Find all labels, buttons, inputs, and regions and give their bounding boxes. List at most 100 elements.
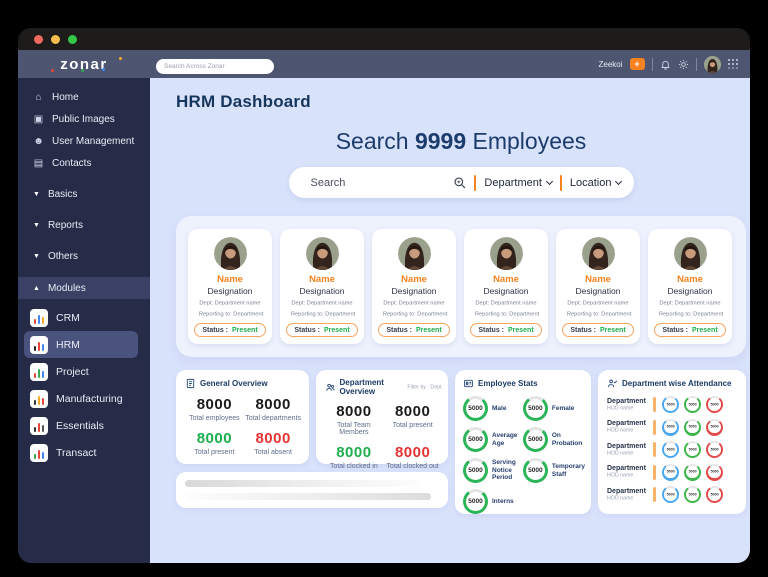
- employee-stat-item: 5000 Temporary Staff: [522, 458, 585, 483]
- module-label: HRM: [56, 338, 80, 351]
- divider: [653, 419, 656, 435]
- attendance-hod: HOD name: [607, 427, 634, 434]
- status-label: Status :: [202, 326, 228, 334]
- gear-icon[interactable]: [678, 59, 689, 70]
- department-filter-dropdown[interactable]: Department: [484, 177, 553, 189]
- status-badge: Status : Present: [654, 323, 726, 337]
- attendance-ring: 5000: [684, 441, 701, 458]
- overview-stat: 8000 Total present: [185, 431, 244, 456]
- overview-stat: 8000 Total Team Members: [325, 404, 384, 436]
- employee-search-input[interactable]: [310, 176, 453, 189]
- location-filter-dropdown[interactable]: Location: [570, 177, 623, 189]
- employee-designation: Designation: [575, 286, 621, 296]
- skeleton-bar: [185, 480, 419, 487]
- global-search: [156, 55, 274, 74]
- filter-note[interactable]: Filter by : Dept: [407, 384, 442, 390]
- attendance-rings: 5000 5000 5000: [662, 441, 723, 458]
- stat-label: Total clocked in: [329, 463, 378, 470]
- status-label: Status :: [570, 326, 596, 334]
- stat-label: Total present: [392, 422, 433, 429]
- attendance-panel: Department wise Attendance Department HO…: [598, 370, 746, 514]
- people-icon: [325, 383, 335, 391]
- employee-card[interactable]: Name Designation Dept: Department name R…: [648, 229, 732, 344]
- divider: [653, 487, 656, 502]
- sidebar-module-transact[interactable]: Transact: [24, 439, 138, 466]
- attendance-ring: 5000: [706, 396, 723, 413]
- contacts-icon: ▤: [33, 157, 44, 169]
- sidebar-module-hrm[interactable]: HRM: [24, 331, 138, 358]
- module-label: Transact: [56, 446, 97, 459]
- apps-grid-icon[interactable]: [727, 58, 738, 70]
- sidebar-item-contacts[interactable]: ▤ Contacts: [18, 152, 150, 174]
- attendance-hod: HOD name: [607, 405, 634, 411]
- progress-ring: 5000: [463, 458, 488, 483]
- employee-dept: Dept: Department name: [199, 300, 261, 307]
- stat-label: Total employees: [189, 415, 240, 422]
- sidebar-module-crm[interactable]: CRM: [24, 304, 138, 331]
- employee-avatar: [489, 237, 523, 270]
- attendance-department: Department: [607, 465, 646, 472]
- sidebar-module-project[interactable]: Project: [24, 358, 138, 385]
- bell-icon[interactable]: [660, 59, 671, 70]
- home-icon: ⌂: [35, 91, 42, 103]
- attendance-ring: 5000: [684, 396, 701, 413]
- employee-name: Name: [493, 274, 519, 285]
- employee-card[interactable]: Name Designation Dept: Department name R…: [372, 229, 456, 344]
- employee-designation: Designation: [391, 286, 437, 296]
- minimize-window-button[interactable]: [51, 34, 60, 44]
- search-icon[interactable]: [453, 176, 467, 190]
- sidebar-module-manufacturing[interactable]: Manufacturing: [24, 385, 138, 412]
- employee-cards-panel: Name Designation Dept: Department name R…: [176, 216, 746, 357]
- hero-prefix: Search: [335, 128, 409, 154]
- zonar-logo[interactable]: zonar: [18, 56, 150, 73]
- module-label: Manufacturing: [56, 392, 123, 405]
- employee-card[interactable]: Name Designation Dept: Department name R…: [464, 229, 548, 344]
- overview-stat: 8000 Total departments: [244, 397, 303, 422]
- sidebar-section-reports[interactable]: ▼ Reports: [18, 215, 150, 236]
- window-titlebar: [18, 28, 750, 50]
- overview-stat: 8000 Total absent: [244, 431, 303, 456]
- global-search-input[interactable]: [156, 58, 274, 74]
- dashboard-panels: General Overview 8000 Total employees 80…: [176, 370, 746, 514]
- employee-stat-item: 5000 On Probation: [522, 427, 585, 452]
- employee-card[interactable]: Name Designation Dept: Department name R…: [556, 229, 640, 344]
- employee-card[interactable]: Name Designation Dept: Department name R…: [188, 229, 272, 344]
- overview-stat: 8000 Total clocked in: [325, 445, 384, 470]
- person-photo-avatar: [703, 55, 721, 73]
- module-label: Essentials: [56, 419, 104, 432]
- module-icon: [30, 389, 48, 408]
- employee-reporting: Reporting to: Department: [566, 311, 632, 318]
- sidebar-module-essentials[interactable]: Essentials: [24, 412, 138, 439]
- stat-label: Total clocked out: [386, 463, 439, 470]
- sidebar-section-basics[interactable]: ▼ Basics: [18, 184, 150, 205]
- employee-card[interactable]: Name Designation Dept: Department name R…: [280, 229, 364, 344]
- attendance-ring: 5000: [662, 441, 679, 458]
- user-avatar[interactable]: [703, 55, 721, 73]
- close-window-button[interactable]: [34, 34, 43, 44]
- maximize-window-button[interactable]: [68, 34, 77, 44]
- employee-avatar: [213, 237, 247, 270]
- stat-value: 8000: [394, 444, 431, 461]
- employee-stat-item: 5000 Female: [522, 396, 585, 421]
- progress-ring: 5000: [463, 489, 488, 514]
- employee-designation: Designation: [667, 286, 713, 296]
- chevron-up-icon: ▲: [33, 284, 40, 292]
- status-value: Present: [323, 326, 350, 334]
- divider: [559, 174, 562, 191]
- employee-name: Name: [217, 274, 243, 285]
- employee-reporting: Reporting to: Department: [198, 311, 264, 318]
- sidebar-item-public-images[interactable]: ▣ Public Images: [18, 108, 150, 130]
- employee-dept: Dept: Department name: [567, 300, 629, 307]
- logo-text: zonar: [60, 55, 108, 73]
- current-user-name[interactable]: Zeekoi: [598, 59, 623, 69]
- quick-add-button[interactable]: +: [629, 58, 645, 70]
- divider: [651, 57, 653, 71]
- sidebar-item-home[interactable]: ⌂ Home: [18, 86, 150, 108]
- attendance-department: Department: [607, 442, 646, 450]
- stat-value: 8000: [394, 403, 431, 420]
- sidebar-section-others[interactable]: ▼ Others: [18, 246, 150, 267]
- document-icon: [186, 378, 195, 389]
- sidebar-section-modules[interactable]: ▲ Modules: [18, 277, 150, 299]
- sidebar-item-user-management[interactable]: ☻ User Management: [18, 130, 150, 152]
- stat-label: Serving Notice Period: [492, 458, 516, 482]
